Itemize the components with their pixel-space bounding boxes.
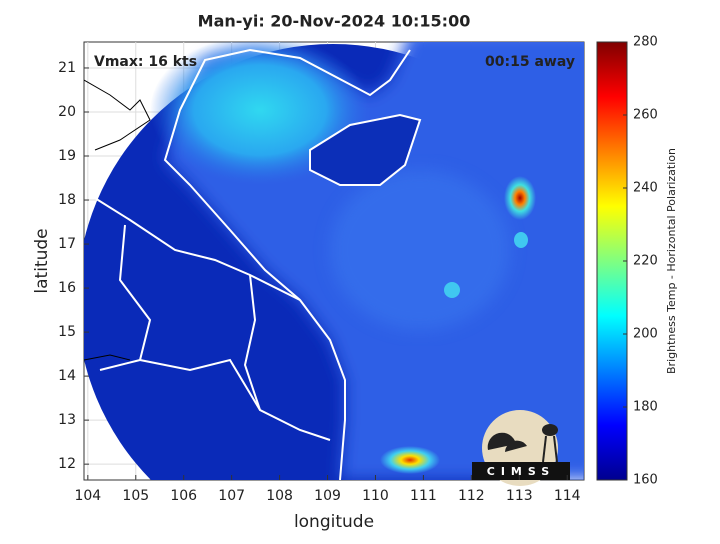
y-tick-label: 12 <box>58 456 76 472</box>
x-axis-label: longitude <box>294 512 374 532</box>
hot-spot <box>504 176 536 220</box>
chart-title: Man-yi: 20-Nov-2024 10:15:00 <box>198 12 471 31</box>
x-tick-label: 110 <box>362 488 389 504</box>
colorbar-tick-label: 200 <box>633 327 658 342</box>
coastlines <box>89 48 422 480</box>
cloud-band <box>330 170 510 330</box>
colorbar-tick-label: 260 <box>633 108 658 123</box>
colorbar-tick-label: 240 <box>633 181 658 196</box>
x-tick-label: 104 <box>74 488 101 504</box>
y-tick-label: 20 <box>58 104 76 120</box>
y-tick-label: 17 <box>58 236 76 252</box>
island-fill <box>310 115 420 185</box>
colorbar-tick-label: 220 <box>633 254 658 269</box>
y-tick-label: 13 <box>58 412 76 428</box>
x-tick-label: 113 <box>506 488 533 504</box>
outer-coastlines <box>84 79 151 361</box>
y-tick-label: 19 <box>58 148 76 164</box>
x-tick-label: 105 <box>122 488 149 504</box>
x-tick-label: 112 <box>458 488 485 504</box>
swath <box>84 42 584 480</box>
y-tick-label: 21 <box>58 60 76 76</box>
hot-spot <box>380 446 440 474</box>
x-tick-label: 106 <box>170 488 197 504</box>
y-tick-label: 14 <box>58 368 76 384</box>
x-tick-label: 108 <box>266 488 293 504</box>
annotation: Vmax: 16 kts <box>94 54 197 70</box>
colorbar-label: Brightness Temp - Horizontal Polarizatio… <box>665 148 678 374</box>
x-tick-label: 107 <box>218 488 245 504</box>
cloud-cell <box>514 232 528 248</box>
x-tick-label: 114 <box>554 488 581 504</box>
colorbar-tick-label: 180 <box>633 400 658 415</box>
y-tick-label: 16 <box>58 280 76 296</box>
logo: CIMSS <box>472 410 570 486</box>
x-tick-label: 111 <box>410 488 437 504</box>
logo-text: CIMSS <box>487 465 555 478</box>
colorbar <box>596 41 628 481</box>
cloud-cell <box>444 282 460 298</box>
y-tick-label: 15 <box>58 324 76 340</box>
y-tick-label: 18 <box>58 192 76 208</box>
x-tick-label: 109 <box>314 488 341 504</box>
y-axis-label: latitude <box>32 228 52 293</box>
annotation: 00:15 away <box>485 54 575 70</box>
colorbar-tick-label: 160 <box>633 473 658 488</box>
colorbar-tick-label: 280 <box>633 35 658 50</box>
